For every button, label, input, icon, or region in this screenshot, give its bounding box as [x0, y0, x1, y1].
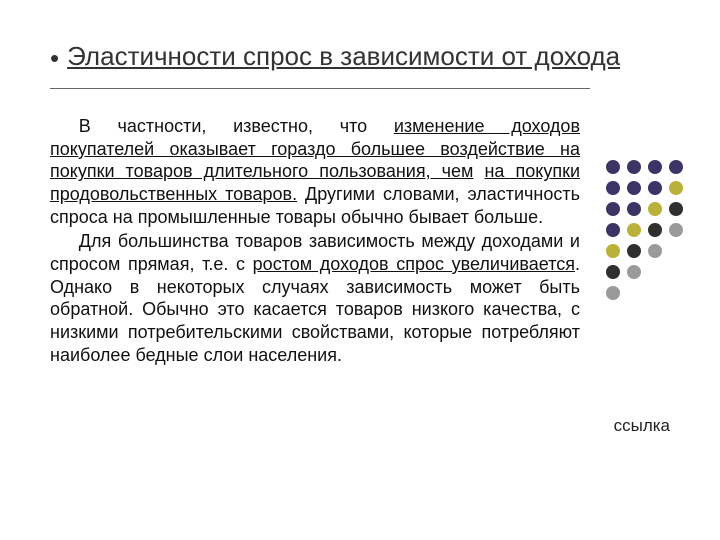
- dot-icon: [627, 244, 641, 258]
- paragraph-1: В частности, известно, что изменение дох…: [50, 115, 580, 228]
- dot-icon: [669, 160, 683, 174]
- dot-icon: [606, 160, 620, 174]
- dot-icon: [648, 202, 662, 216]
- slide-title: Эластичности спрос в зависимости от дохо…: [67, 40, 620, 73]
- dot-icon: [669, 286, 683, 300]
- dot-icon: [606, 181, 620, 195]
- title-rule: [50, 88, 590, 89]
- dot-icon: [669, 181, 683, 195]
- dot-icon: [606, 202, 620, 216]
- dot-icon: [606, 265, 620, 279]
- decorative-dot-grid: [602, 156, 688, 303]
- dot-icon: [648, 181, 662, 195]
- title-row: • Эластичности спрос в зависимости от до…: [50, 40, 670, 74]
- dot-icon: [648, 223, 662, 237]
- p1-lead: В частности, известно, что: [79, 116, 394, 136]
- title-bullet: •: [50, 43, 59, 74]
- dot-icon: [606, 286, 620, 300]
- dot-icon: [606, 244, 620, 258]
- dot-icon: [669, 244, 683, 258]
- p2-underline-1: ростом доходов спрос увеличивается: [253, 254, 575, 274]
- dot-icon: [627, 160, 641, 174]
- dot-icon: [627, 202, 641, 216]
- dot-icon: [627, 265, 641, 279]
- dot-icon: [648, 265, 662, 279]
- paragraph-2: Для большинства товаров зависимость межд…: [50, 230, 580, 366]
- dot-icon: [669, 223, 683, 237]
- dot-icon: [627, 286, 641, 300]
- dot-icon: [627, 223, 641, 237]
- dot-icon: [627, 181, 641, 195]
- p1-mid: [473, 161, 484, 181]
- dot-icon: [606, 223, 620, 237]
- dot-icon: [648, 244, 662, 258]
- body-text: В частности, известно, что изменение дох…: [50, 115, 580, 366]
- dot-icon: [648, 160, 662, 174]
- dot-icon: [669, 202, 683, 216]
- dot-icon: [669, 265, 683, 279]
- reference-link[interactable]: ссылка: [614, 416, 670, 436]
- slide: • Эластичности спрос в зависимости от до…: [0, 0, 720, 540]
- dot-icon: [648, 286, 662, 300]
